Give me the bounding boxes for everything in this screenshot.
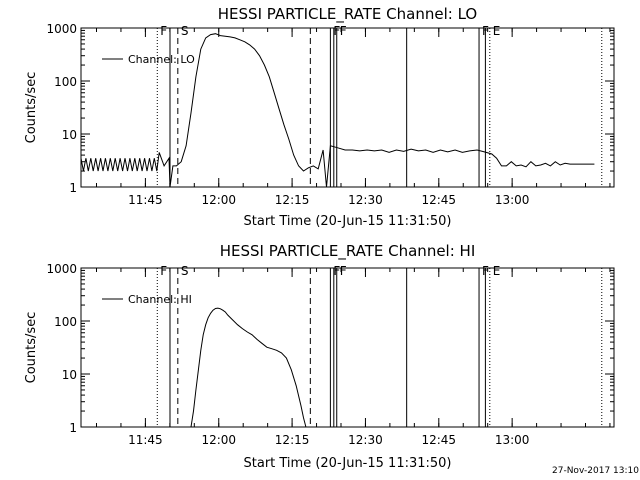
y-tick-label: 100: [54, 75, 77, 89]
x-axis-label: Start Time (20-Jun-15 11:31:50): [244, 456, 452, 471]
y-axis-label: Counts/sec: [24, 72, 39, 144]
x-tick-label: 12:30: [348, 193, 383, 207]
flag-label: S: [181, 24, 189, 38]
y-axis-label: Counts/sec: [24, 312, 39, 384]
x-tick-label: 12:00: [201, 193, 236, 207]
x-tick-label: 12:30: [348, 433, 383, 447]
chart-panel-hi: HESSI PARTICLE_RATE Channel: HI Counts/se…: [24, 242, 615, 471]
footer-timestamp: 27-Nov-2017 13:10: [552, 466, 639, 476]
flag-label: S: [181, 264, 189, 278]
x-tick-label: 12:45: [421, 433, 456, 447]
x-tick-label: 13:00: [495, 193, 530, 207]
chart-title: HESSI PARTICLE_RATE Channel: HI: [220, 242, 476, 261]
x-tick-label: 12:45: [421, 193, 456, 207]
flag-label: E: [493, 24, 501, 38]
y-tick-label: 1000: [46, 262, 77, 276]
y-tick-label: 1: [69, 421, 77, 435]
flag-label: F: [160, 264, 167, 278]
x-axis-label: Start Time (20-Jun-15 11:31:50): [244, 214, 452, 229]
x-tick-label: 11:45: [128, 193, 163, 207]
chart-title: HESSI PARTICLE_RATE Channel: LO: [218, 5, 477, 24]
legend-entry: Channel: HI: [128, 293, 192, 306]
x-tick-label: 12:15: [275, 193, 310, 207]
legend-entry: Channel: LO: [128, 53, 195, 66]
x-tick-label: 11:45: [128, 433, 163, 447]
x-tick-label: 12:00: [201, 433, 236, 447]
plot-frame: [80, 27, 615, 188]
flag-label: E: [493, 264, 501, 278]
x-tick-label: 12:15: [275, 433, 310, 447]
y-tick-label: 10: [62, 368, 77, 382]
flag-label: F: [160, 24, 167, 38]
flag-label: F: [340, 264, 347, 278]
y-tick-label: 1: [69, 181, 77, 195]
flag-label: F: [340, 24, 347, 38]
data-series-line: [81, 33, 595, 187]
y-tick-label: 100: [54, 315, 77, 329]
plot-frame: [80, 267, 615, 428]
y-tick-label: 1000: [46, 22, 77, 36]
chart-panel-lo: HESSI PARTICLE_RATE Channel: LO Counts/se…: [24, 5, 615, 229]
data-series-line: [190, 307, 307, 427]
y-tick-label: 10: [62, 128, 77, 142]
x-tick-label: 13:00: [495, 433, 530, 447]
